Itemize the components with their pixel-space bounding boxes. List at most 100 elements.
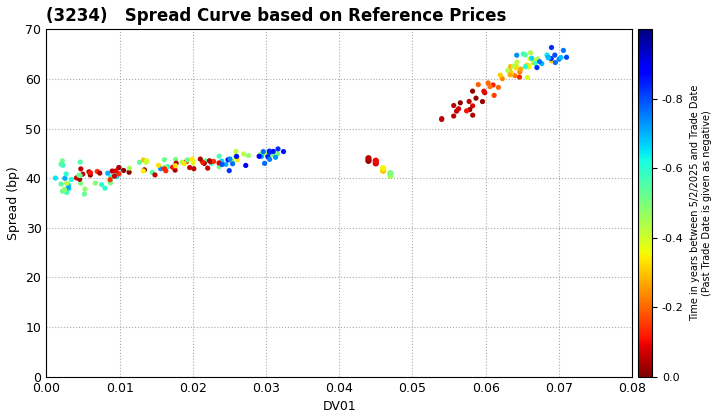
Point bbox=[370, 160, 382, 167]
Point bbox=[59, 186, 71, 193]
Point bbox=[467, 88, 478, 94]
Point bbox=[448, 113, 459, 119]
Point bbox=[541, 52, 553, 58]
Point bbox=[153, 162, 164, 169]
Point bbox=[467, 102, 478, 109]
Point bbox=[96, 181, 107, 188]
Point bbox=[205, 158, 217, 165]
Point bbox=[484, 83, 495, 90]
Point bbox=[546, 44, 557, 51]
Point bbox=[208, 158, 220, 165]
Point bbox=[464, 98, 475, 105]
Point bbox=[510, 63, 522, 69]
Point bbox=[104, 176, 116, 183]
Point bbox=[549, 59, 561, 66]
Point bbox=[162, 163, 174, 170]
Point bbox=[149, 171, 161, 178]
Point bbox=[478, 88, 490, 94]
Point bbox=[231, 154, 243, 161]
Point bbox=[159, 164, 171, 171]
Point bbox=[181, 157, 193, 163]
Point bbox=[267, 148, 279, 155]
Point bbox=[528, 57, 539, 64]
Point bbox=[264, 149, 275, 155]
Point bbox=[253, 153, 265, 160]
Point bbox=[94, 170, 106, 176]
Point bbox=[202, 165, 213, 171]
Point bbox=[118, 167, 130, 174]
Point bbox=[113, 171, 125, 177]
Point bbox=[204, 158, 215, 164]
Point bbox=[363, 155, 374, 162]
Point bbox=[523, 63, 535, 69]
Point bbox=[262, 153, 274, 160]
Point bbox=[510, 64, 522, 71]
Point bbox=[549, 52, 561, 58]
Point bbox=[227, 160, 238, 167]
Point bbox=[77, 171, 89, 178]
X-axis label: DV01: DV01 bbox=[323, 400, 356, 413]
Point bbox=[546, 55, 557, 62]
Point bbox=[502, 67, 513, 74]
Point bbox=[262, 152, 274, 159]
Point bbox=[505, 63, 516, 70]
Point bbox=[495, 72, 506, 79]
Point bbox=[520, 63, 531, 70]
Point bbox=[515, 66, 526, 73]
Point bbox=[240, 162, 251, 169]
Point bbox=[448, 102, 459, 109]
Point bbox=[79, 186, 91, 192]
Point bbox=[104, 180, 116, 186]
Point bbox=[266, 151, 278, 158]
Point bbox=[524, 55, 536, 62]
Point bbox=[134, 159, 145, 166]
Point bbox=[124, 165, 135, 171]
Point bbox=[232, 157, 243, 163]
Point bbox=[75, 180, 86, 186]
Point bbox=[186, 156, 198, 163]
Point bbox=[224, 157, 235, 163]
Point bbox=[216, 161, 228, 168]
Point bbox=[377, 165, 389, 172]
Point bbox=[263, 154, 274, 161]
Point bbox=[107, 168, 118, 174]
Point bbox=[114, 165, 125, 171]
Point bbox=[61, 189, 73, 196]
Point bbox=[255, 151, 266, 158]
Point bbox=[160, 168, 171, 174]
Point bbox=[155, 165, 166, 172]
Point bbox=[167, 164, 179, 171]
Point bbox=[258, 148, 269, 155]
Point bbox=[187, 159, 199, 166]
Point bbox=[518, 50, 529, 57]
Point bbox=[110, 168, 122, 174]
Point bbox=[454, 100, 466, 106]
Point bbox=[487, 81, 499, 88]
Point bbox=[271, 151, 283, 158]
Point bbox=[74, 172, 86, 179]
Point bbox=[170, 156, 181, 163]
Point bbox=[555, 54, 567, 61]
Point bbox=[59, 175, 71, 182]
Point bbox=[525, 50, 536, 56]
Point bbox=[194, 156, 206, 163]
Point bbox=[231, 153, 243, 160]
Point bbox=[531, 64, 543, 71]
Point bbox=[89, 180, 101, 186]
Point bbox=[532, 55, 544, 62]
Point bbox=[226, 158, 238, 164]
Point bbox=[160, 164, 171, 171]
Point bbox=[73, 172, 85, 178]
Point bbox=[482, 79, 494, 86]
Point bbox=[159, 165, 171, 172]
Point bbox=[199, 160, 210, 167]
Point bbox=[123, 169, 135, 176]
Y-axis label: Time in years between 5/2/2025 and Trade Date
(Past Trade Date is given as negat: Time in years between 5/2/2025 and Trade… bbox=[690, 85, 712, 321]
Point bbox=[66, 176, 77, 183]
Point bbox=[104, 176, 116, 183]
Point bbox=[102, 170, 114, 176]
Point bbox=[519, 52, 531, 58]
Point bbox=[220, 161, 232, 168]
Point bbox=[521, 74, 533, 81]
Point bbox=[554, 56, 565, 63]
